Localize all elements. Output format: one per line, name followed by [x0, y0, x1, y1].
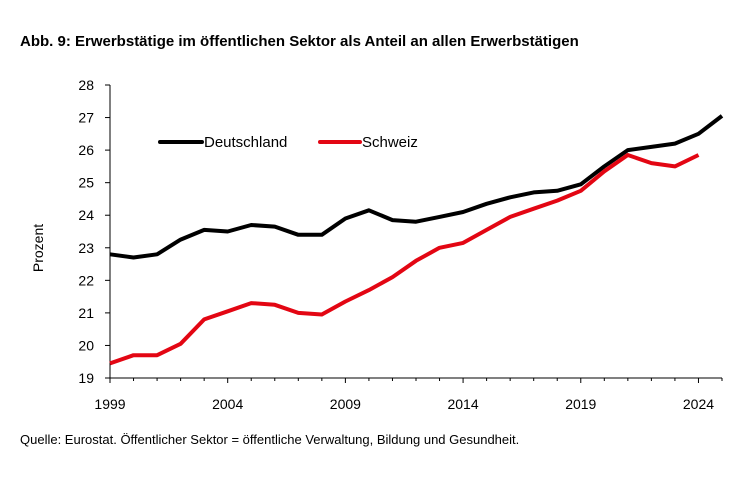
legend-label-deutschland: Deutschland	[204, 134, 287, 151]
x-tick-label: 2009	[330, 396, 361, 412]
x-tick-label: 2004	[212, 396, 243, 412]
y-tick-label: 21	[78, 305, 94, 321]
y-tick-labels: 19 20 21 22 23 24 25 26 27 28	[78, 77, 94, 386]
y-tick-label: 25	[78, 175, 94, 191]
y-tick-label: 23	[78, 240, 94, 256]
x-tick-label: 2014	[447, 396, 478, 412]
series-line-schweiz	[109, 153, 700, 366]
series-line-deutschland	[109, 114, 724, 260]
legend-label-schweiz: Schweiz	[362, 134, 418, 151]
y-tick-label: 27	[78, 110, 94, 126]
x-tick-label: 1999	[94, 396, 125, 412]
x-tick-labels: 1999 2004 2009 2014 2019 2024	[94, 396, 714, 412]
y-tick-label: 22	[78, 272, 94, 288]
series-lines	[109, 114, 724, 366]
y-tick-label: 24	[78, 207, 94, 223]
chart-title: Abb. 9: Erwerbstätige im öffentlichen Se…	[20, 33, 579, 50]
line-chart: 19 20 21 22 23 24 25 26 27 28 1999 2004 2009 2014 201…	[30, 77, 724, 412]
y-tick-label: 19	[78, 370, 94, 386]
y-tick-label: 28	[78, 77, 94, 93]
legend: Deutschland Schweiz	[158, 134, 418, 151]
axes	[105, 84, 723, 383]
x-tick-label: 2024	[683, 396, 714, 412]
y-tick-label: 26	[78, 142, 94, 158]
x-tick-label: 2019	[565, 396, 596, 412]
source-note: Quelle: Eurostat. Öffentlicher Sektor = …	[20, 432, 520, 447]
y-tick-label: 20	[78, 337, 94, 353]
y-axis-label: Prozent	[30, 224, 46, 272]
